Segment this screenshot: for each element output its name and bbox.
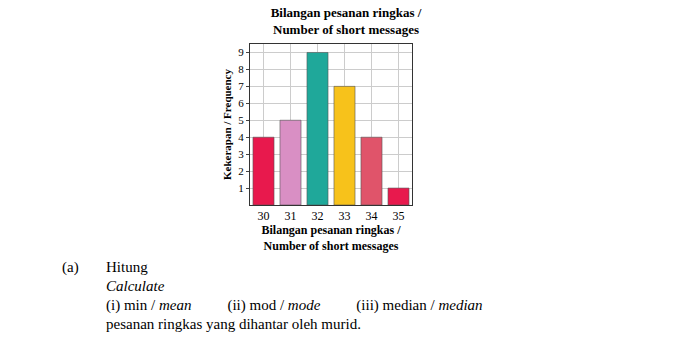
- svg-text:4: 4: [238, 131, 244, 143]
- html-text:(ii) mod / mode: (ii) mod / mode: [227, 297, 321, 313]
- html-text:Calculate: Calculate: [106, 278, 165, 294]
- svg-text:Bilangan pesanan ringkas /Numb: Bilangan pesanan ringkas /Number of shor…: [261, 223, 401, 253]
- svg-text:34: 34: [366, 209, 378, 223]
- svg-text:3: 3: [238, 148, 244, 160]
- html-text:pesanan ringkas yang dihantar: pesanan ringkas yang dihantar oleh murid…: [106, 316, 361, 332]
- svg-text:31: 31: [285, 209, 297, 223]
- svg-text:Kekerapan / Frequency: Kekerapan / Frequency: [221, 68, 233, 180]
- svg-text:Bilangan pesanan ringkas /Numb: Bilangan pesanan ringkas /Number of shor…: [271, 5, 422, 37]
- svg-text:35: 35: [393, 209, 405, 223]
- svg-text:5: 5: [238, 114, 244, 126]
- svg-text:7: 7: [238, 80, 244, 92]
- svg-text:8: 8: [238, 63, 244, 75]
- html-text:(i) min / mean: (i) min / mean: [106, 297, 192, 313]
- svg-text:1: 1: [238, 182, 244, 194]
- svg-text:6: 6: [238, 97, 244, 109]
- svg-text:2: 2: [238, 165, 244, 177]
- html-text:(a): (a): [62, 259, 79, 275]
- html-text:Hitung: Hitung: [106, 259, 148, 275]
- svg-text:30: 30: [258, 209, 270, 223]
- html-text:(iii) median / median: (iii) median / median: [356, 297, 483, 313]
- svg-text:9: 9: [238, 46, 244, 58]
- svg-text:32: 32: [312, 209, 324, 223]
- svg-text:33: 33: [339, 209, 351, 223]
